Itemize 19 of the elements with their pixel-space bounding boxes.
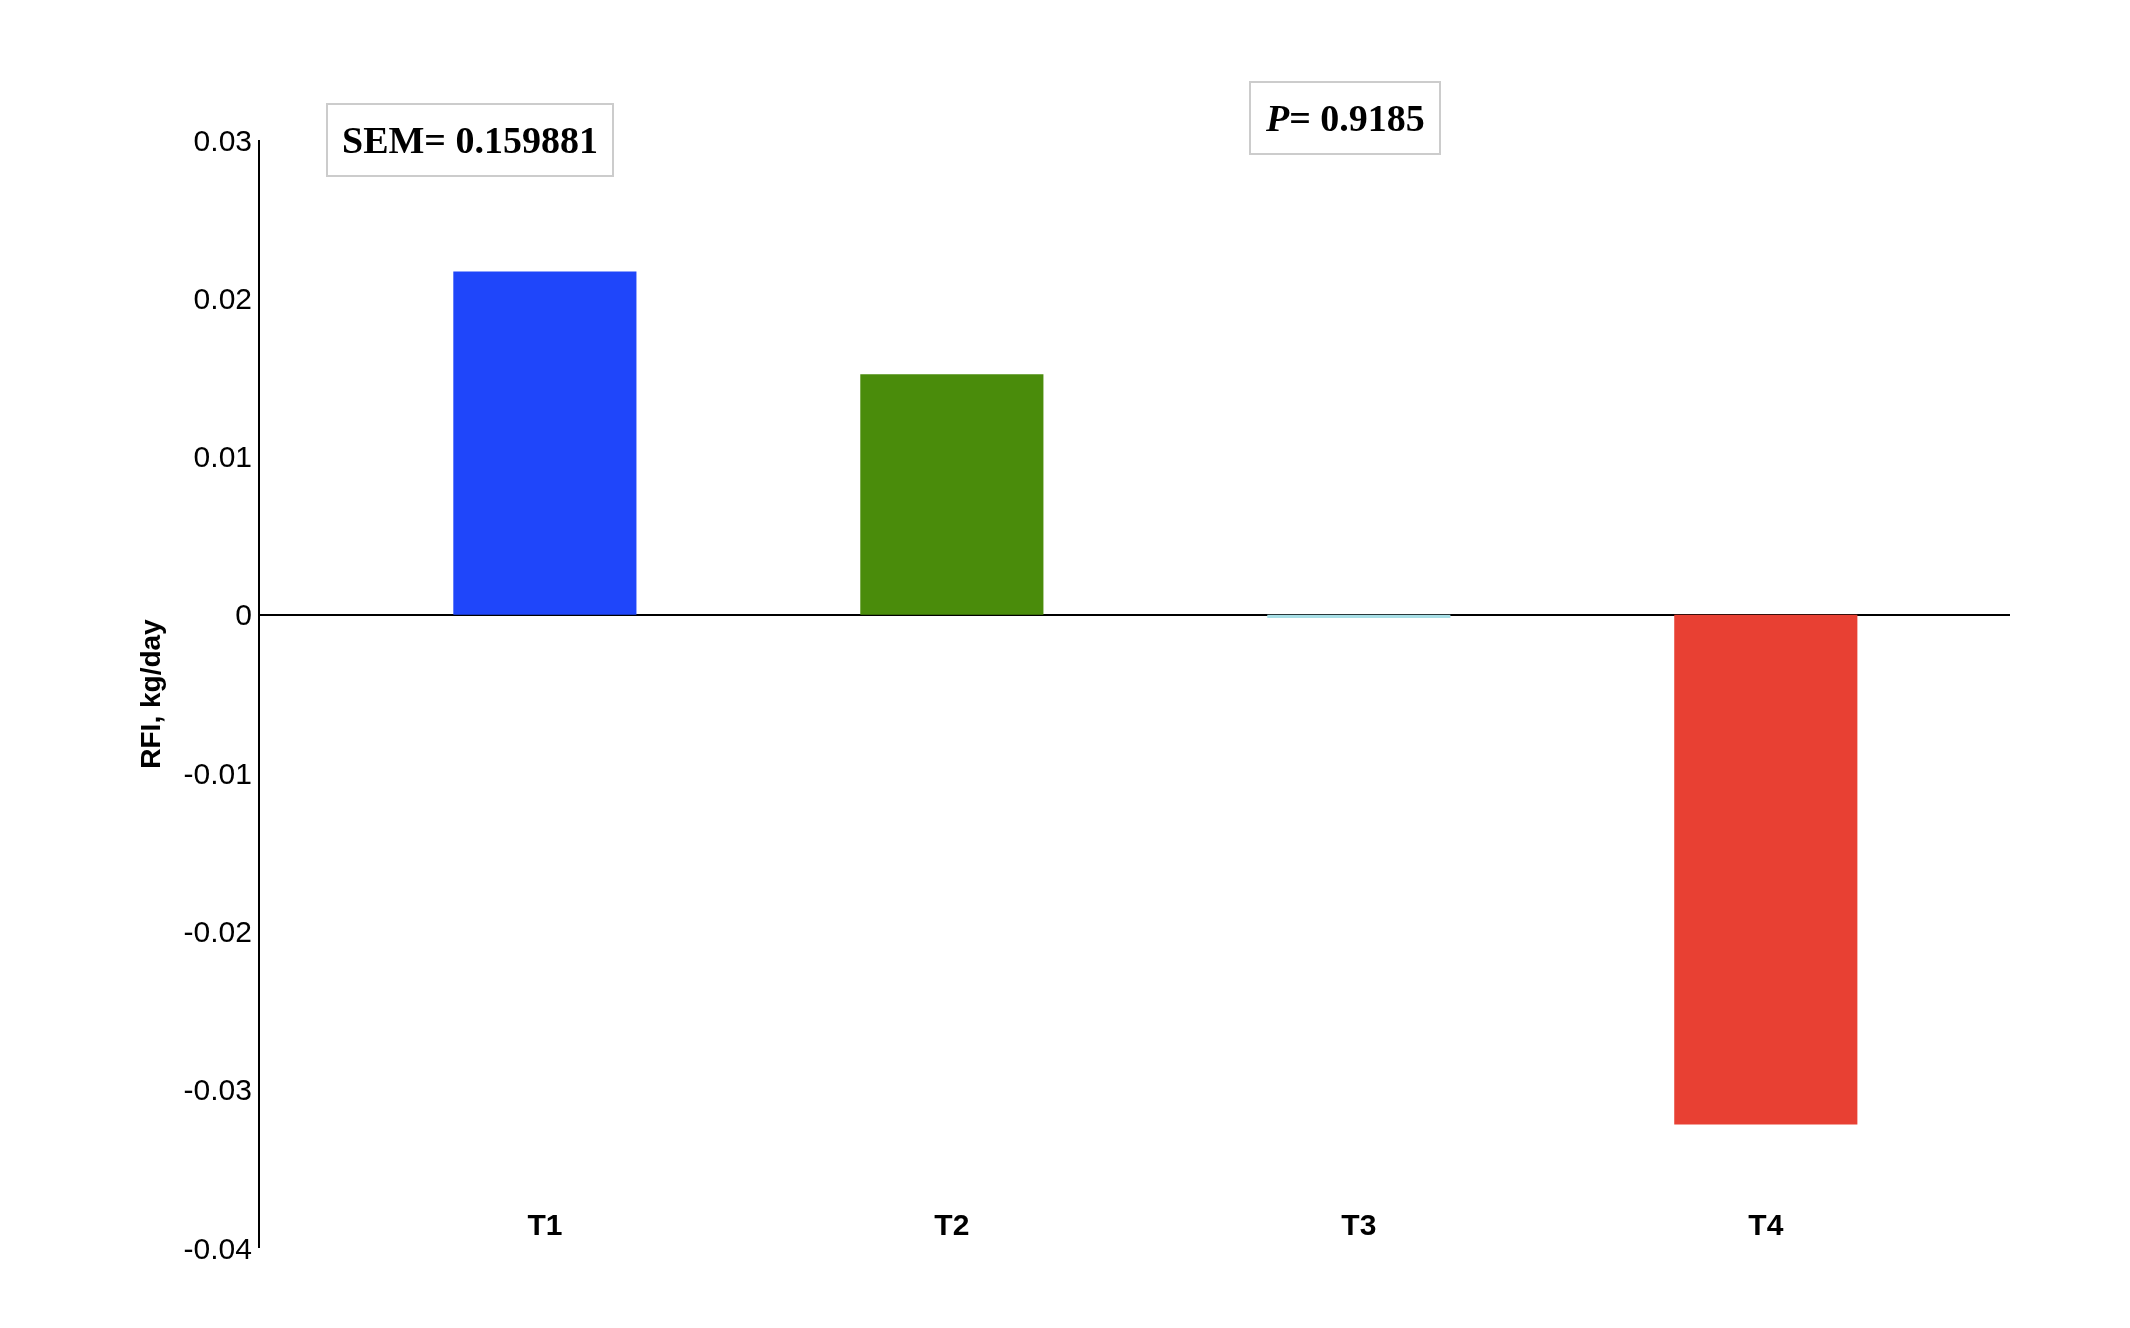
- bar: [860, 374, 1044, 615]
- x-tick-label: T4: [1748, 1207, 1784, 1241]
- y-tick-label: -0.02: [183, 914, 252, 948]
- y-tick-label: -0.01: [183, 756, 252, 790]
- text: P= 0.9185: [1265, 97, 1425, 139]
- y-tick-label: 0.01: [193, 440, 252, 474]
- x-tick-label: T3: [1341, 1207, 1377, 1241]
- bar: [1267, 614, 1451, 619]
- x-tick-label: T2: [934, 1207, 970, 1241]
- y-tick-label: 0.02: [193, 281, 252, 315]
- y-axis-title: RFI, kg/day: [134, 618, 166, 769]
- x-tick-label: T1: [527, 1207, 563, 1241]
- bar: [1674, 614, 1858, 1125]
- y-tick-label: -0.04: [183, 1231, 252, 1265]
- y-tick-label: -0.03: [183, 1073, 252, 1107]
- bar: [453, 271, 637, 615]
- y-tick-label: 0.03: [193, 123, 252, 157]
- annotation: SEM= 0.159881: [342, 119, 598, 161]
- y-tick-label: 0: [235, 598, 252, 632]
